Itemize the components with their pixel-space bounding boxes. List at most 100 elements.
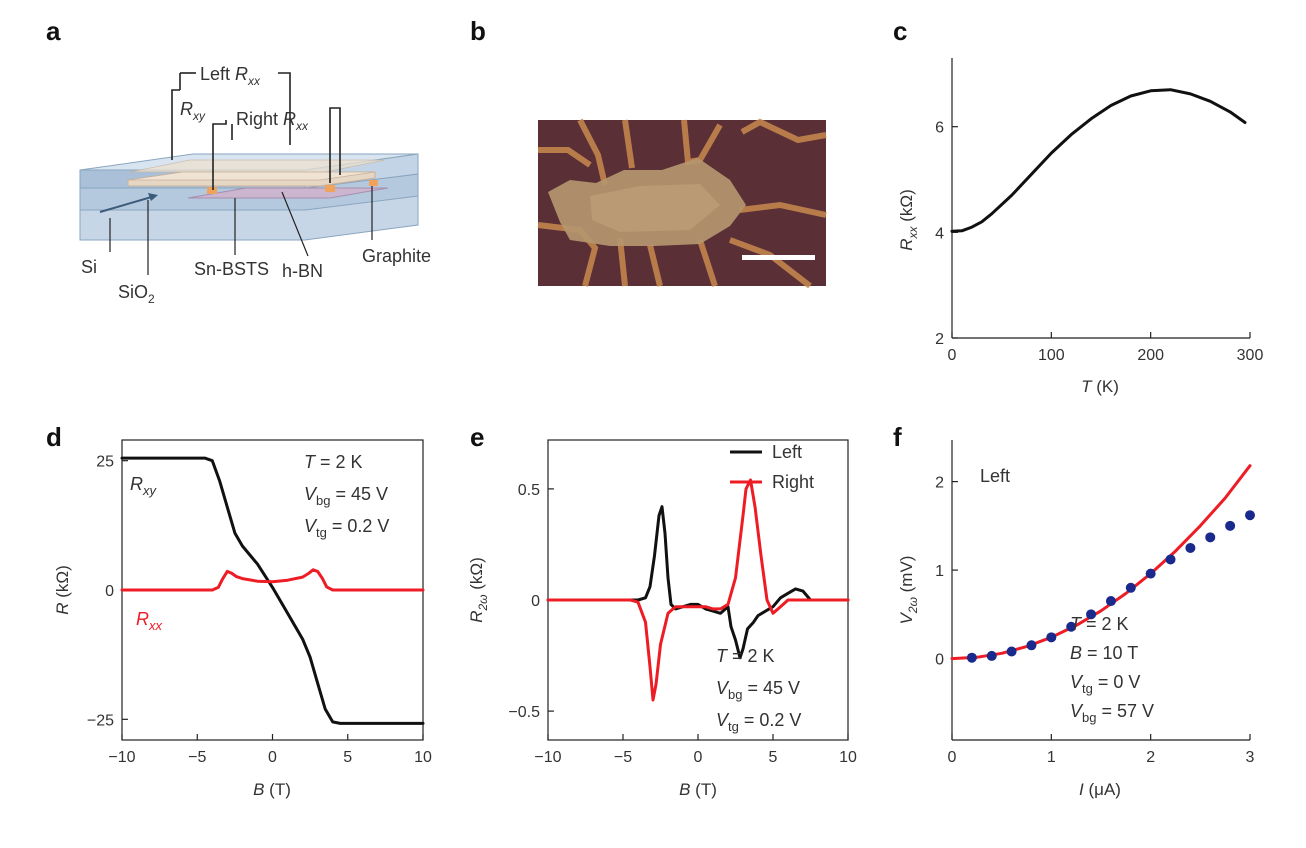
chart-d-xtick-label: −10 — [108, 749, 135, 766]
chart-e-series-left-line — [546, 505, 850, 660]
label-si: Si — [81, 257, 97, 277]
chart-e-condition: Vtg = 0.2 V — [716, 710, 801, 734]
chart-d-xtick-label: 10 — [414, 749, 432, 766]
chart-c-series-0-line — [950, 88, 1247, 233]
chart-c-axes — [951, 58, 1250, 339]
chart-e-conditions: T = 2 K Vbg = 45 V Vtg = 0.2 V — [716, 646, 801, 734]
chart-d-condition: T = 2 K — [304, 452, 363, 472]
chart-f-ticks: 0 1 2 3 0 1 2 — [935, 475, 1254, 766]
chart-e: −10 −5 0 5 10 0.5 0 −0.5 Left Right T = 2 K Vbg =… — [467, 439, 857, 799]
chart-e-plot — [546, 478, 850, 702]
chart-c-xtick-label: 300 — [1237, 347, 1264, 364]
chart-c-xtick-label: 0 — [948, 347, 957, 364]
chart-f-point — [1105, 596, 1116, 607]
chart-c-xtick-label: 100 — [1038, 347, 1065, 364]
chart-d-ytick-label: −25 — [87, 712, 114, 729]
chart-f-point — [1086, 609, 1097, 620]
chart-f-point — [1006, 646, 1017, 657]
chart-f-point — [1145, 568, 1156, 579]
chart-f-xtick-label: 1 — [1047, 749, 1056, 766]
label-right-rxx: Right Rxx — [236, 109, 309, 133]
panel-label-e: e — [470, 422, 484, 452]
chart-c-ticks: 0 100 200 300 2 4 6 — [935, 120, 1263, 364]
sn-bsts-channel — [187, 187, 389, 199]
chart-f-plot — [950, 464, 1255, 663]
label-hbn: h-BN — [282, 261, 323, 281]
chart-f: 0 1 2 3 0 1 2 Left T = 2 K B = 10 T Vtg = 0 V Vbg… — [897, 440, 1255, 799]
scale-bar — [742, 255, 815, 260]
chart-f-point — [966, 652, 977, 663]
chart-f-xlabel: I (μA) — [1079, 780, 1121, 799]
chart-d-rxy-label: Rxy — [130, 474, 158, 498]
chart-f-point — [1245, 510, 1255, 521]
chart-f-xtick-label: 0 — [948, 749, 957, 766]
chart-d-ticks: −10 −5 0 5 10 25 0 −25 — [87, 454, 432, 766]
chart-e-condition: T = 2 K — [716, 646, 775, 666]
chart-e-ytick-label: 0.5 — [518, 482, 540, 499]
optical-micrograph — [537, 118, 827, 289]
chart-f-ytick-label: 0 — [935, 652, 944, 669]
chart-f-condition: Vtg = 0 V — [1070, 672, 1140, 696]
chart-e-legend: Left Right — [730, 442, 814, 492]
chart-f-series-fit-line — [950, 464, 1252, 661]
chart-d-xtick-label: 0 — [268, 749, 277, 766]
chart-f-point — [1185, 542, 1196, 553]
chart-f-ytick-label: 1 — [935, 563, 944, 580]
chart-e-series-right-line — [546, 478, 850, 702]
chart-d-ytick-label: 0 — [105, 583, 114, 600]
chart-f-point — [1046, 632, 1057, 643]
graphite-contact-1 — [207, 187, 217, 194]
label-sio2: SiO2 — [118, 282, 155, 306]
chart-e-xtick-label: 0 — [694, 749, 703, 766]
chart-f-xtick-label: 3 — [1246, 749, 1255, 766]
chart-e-ticks: −10 −5 0 5 10 0.5 0 −0.5 — [508, 482, 857, 766]
left-rxx-bracket-r — [278, 72, 291, 145]
label-sn-bsts: Sn-BSTS — [194, 259, 269, 279]
chart-e-ytick-label: −0.5 — [508, 704, 540, 721]
label-left-rxx: Left Rxx — [200, 64, 261, 88]
micrograph-electrodes — [537, 118, 827, 289]
chart-d-plot — [120, 456, 425, 725]
panel-label-a: a — [46, 16, 61, 46]
right-rxx-bracket — [329, 107, 341, 183]
chart-f-point — [1225, 520, 1236, 531]
chart-d-ytick-label: 25 — [96, 454, 114, 471]
panel-label-d: d — [46, 422, 62, 452]
chart-c-xtick-label: 200 — [1137, 347, 1164, 364]
chart-f-condition: Vbg = 57 V — [1070, 701, 1154, 725]
chart-f-conditions: T = 2 K B = 10 T Vtg = 0 V Vbg = 57 V — [1070, 614, 1154, 725]
chart-d-condition: Vbg = 45 V — [304, 484, 388, 508]
chart-e-ylabel: R2ω (kΩ) — [467, 557, 490, 623]
graphite-contact-3 — [369, 180, 378, 186]
chart-e-xtick-label: −10 — [534, 749, 561, 766]
callout-line-hbn — [281, 191, 309, 257]
chart-d-ylabel: R (kΩ) — [53, 565, 72, 615]
chart-f-point — [1165, 554, 1176, 565]
chart-d-series-1-line — [120, 568, 425, 592]
chart-d-xtick-label: −5 — [188, 749, 206, 766]
graphite-contact-2 — [325, 185, 335, 192]
chart-f-point — [986, 650, 997, 661]
micrograph-flake-inner — [590, 184, 720, 232]
chart-d-xlabel: B (T) — [253, 780, 291, 799]
chart-e-xtick-label: −5 — [614, 749, 632, 766]
chart-c-ytick-label: 2 — [935, 331, 944, 348]
hbn-top-face — [127, 171, 376, 181]
device-schematic: Left Rxx Rxy Right Rxx Graphite Si SiO2 … — [79, 64, 431, 306]
chart-f-point — [1026, 640, 1037, 651]
chart-c-ylabel: Rxx (kΩ) — [897, 189, 920, 251]
gate-arrow — [99, 195, 156, 213]
legend-label-left: Left — [772, 442, 802, 462]
chart-e-xtick-label: 10 — [839, 749, 857, 766]
panel-label-b: b — [470, 16, 486, 46]
chart-c-ytick-label: 4 — [935, 225, 944, 242]
chart-f-xtick-label: 2 — [1146, 749, 1155, 766]
gate-arrow-head — [148, 193, 158, 201]
chart-d-rxx-label: Rxx — [136, 609, 163, 633]
chart-f-point — [1066, 621, 1077, 632]
rxy-bracket — [212, 120, 227, 190]
chart-f-condition: B = 10 T — [1070, 643, 1138, 663]
panel-label-f: f — [893, 422, 902, 452]
chart-e-xlabel: B (T) — [679, 780, 717, 799]
